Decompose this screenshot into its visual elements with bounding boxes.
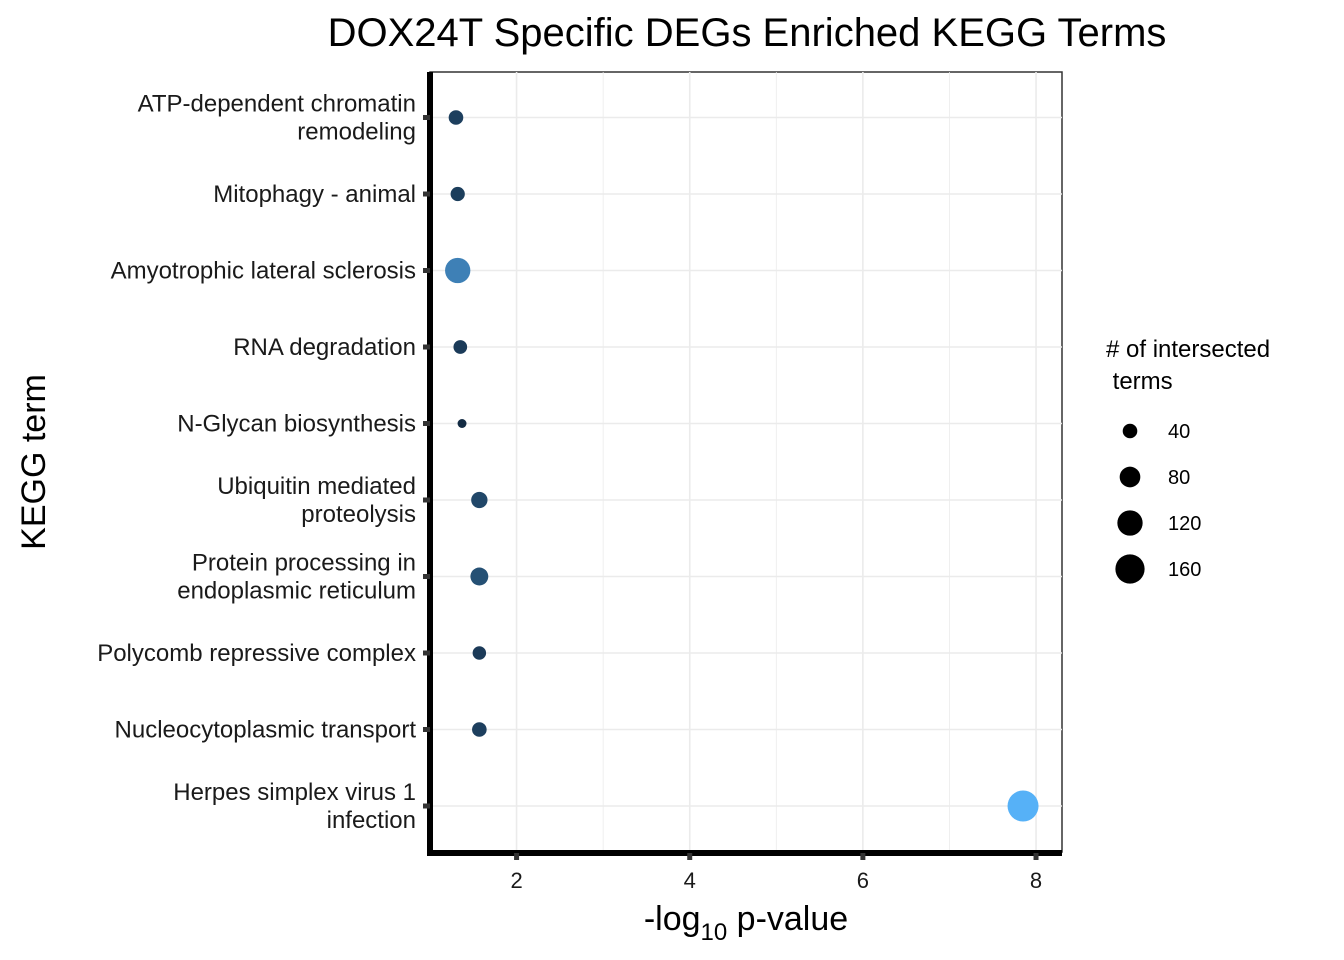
legend-key	[1117, 510, 1143, 536]
y-tick-label-line: RNA degradation	[233, 334, 416, 361]
x-tick-label: 2	[510, 868, 522, 893]
x-tick-label: 8	[1030, 868, 1042, 893]
y-tick-label: Amyotrophic lateral sclerosis	[111, 258, 416, 285]
data-point	[472, 722, 487, 737]
y-tick-label: ATP-dependent chromatin remodeling	[138, 91, 416, 146]
data-point	[471, 491, 488, 509]
plot-panel	[429, 71, 1063, 853]
legend-key	[1115, 554, 1145, 584]
data-point	[453, 340, 468, 354]
y-tick-label-line: Nucleocytoplasmic transport	[115, 717, 417, 744]
y-tick-label-line: N-Glycan biosynthesis	[177, 411, 416, 438]
grid-lines	[429, 72, 1062, 853]
y-tick-label-line: Amyotrophic lateral sclerosis	[111, 258, 416, 285]
y-tick-label-line: proteolysis	[301, 501, 416, 528]
y-axis-title: KEGG term	[15, 374, 53, 550]
y-tick-label-line: Polycomb repressive complex	[97, 640, 416, 667]
data-point	[448, 110, 464, 125]
y-tick-label-line: endoplasmic reticulum	[177, 578, 416, 605]
data-point	[1007, 790, 1039, 822]
legend-label: 120	[1168, 513, 1201, 535]
y-tick-label: Protein processing in endoplasmic reticul…	[177, 550, 416, 605]
y-tick-label-line: infection	[327, 807, 416, 834]
legend-label: 40	[1168, 421, 1190, 443]
y-tick-label-line: remodeling	[297, 119, 416, 146]
y-tick-label-line: ATP-dependent chromatin	[138, 91, 416, 118]
y-tick-label-line: Protein processing in	[192, 550, 416, 577]
x-axis-ticks: 2 4 6 8	[510, 853, 1042, 893]
size-legend: # of intersected terms 40 80 120 160	[1106, 336, 1277, 584]
y-tick-label: Ubiquitin mediated proteolysis	[217, 473, 416, 528]
data-point	[457, 419, 467, 428]
y-axis-ticks: ATP-dependent chromatin remodeling Mitopha…	[97, 91, 430, 834]
y-tick-label: Polycomb repressive complex	[97, 640, 416, 667]
y-tick-label: Nucleocytoplasmic transport	[115, 717, 417, 744]
legend-key	[1122, 423, 1138, 439]
legend-label: 80	[1168, 467, 1190, 489]
legend-label: 160	[1168, 559, 1201, 581]
data-point	[470, 567, 489, 586]
x-axis-title: -log10 p-value	[644, 900, 848, 946]
chart-title: DOX24T Specific DEGs Enriched KEGG Terms	[328, 11, 1167, 55]
legend-title-line: terms	[1106, 368, 1173, 395]
y-tick-label-line: Herpes simplex virus 1	[173, 779, 416, 806]
y-tick-label: N-Glycan biosynthesis	[177, 411, 416, 438]
data-point	[450, 186, 465, 202]
legend-title-line: # of intersected	[1106, 336, 1270, 363]
legend-title: # of intersected terms	[1106, 336, 1277, 395]
x-tick-label: 4	[684, 868, 696, 893]
y-tick-label: Herpes simplex virus 1 infection	[173, 779, 416, 834]
y-tick-label-line: Mitophagy - animal	[213, 181, 416, 208]
data-points	[445, 110, 1039, 822]
legend-key	[1119, 466, 1141, 488]
data-point	[445, 257, 471, 284]
y-tick-label-line: Ubiquitin mediated	[217, 473, 416, 500]
x-tick-label: 6	[857, 868, 869, 893]
y-tick-label: RNA degradation	[233, 334, 416, 361]
data-point	[472, 646, 487, 660]
y-tick-label: Mitophagy - animal	[213, 181, 416, 208]
